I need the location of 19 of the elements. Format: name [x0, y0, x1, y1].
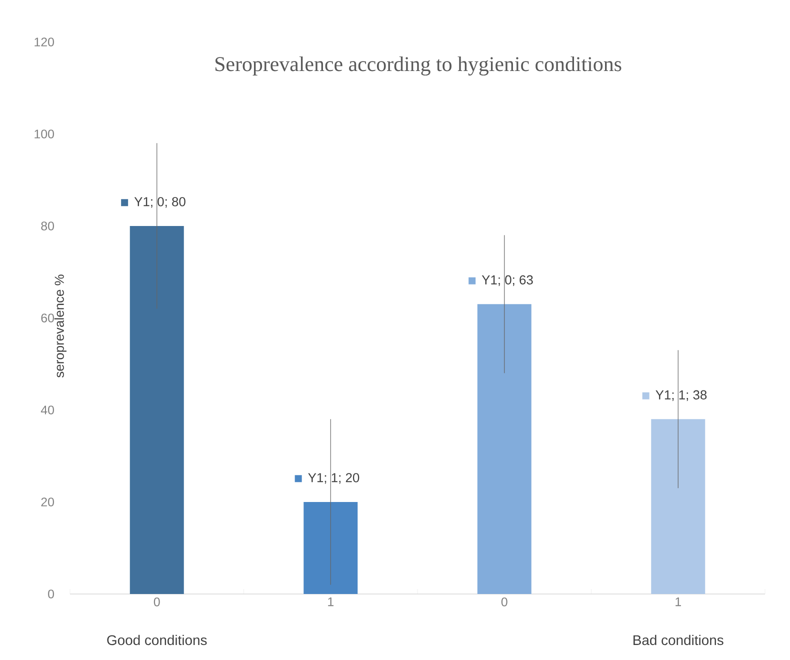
text: Bad conditions — [634, 634, 724, 646]
data-label: Y1; 1; 38 — [656, 390, 707, 401]
y-tick-label: 120 — [34, 38, 54, 46]
x-tick-label: 0 — [501, 598, 508, 606]
x-tick-label: 1 — [328, 598, 334, 606]
y-tick-label: 60 — [41, 314, 54, 322]
y-tick-label: 0 — [48, 590, 54, 598]
y-tick-label: 100 — [34, 130, 54, 138]
data-label: Y1; 0; 80 — [134, 197, 186, 208]
y-tick-label: 40 — [40, 406, 54, 414]
y-axis-title: seroprevalence % — [54, 274, 66, 378]
y-tick-label: 20 — [41, 498, 54, 506]
y-tick-label: 80 — [41, 222, 54, 230]
x-tick-label: 0 — [154, 598, 160, 606]
data-label: Y1; 1; 20 — [308, 473, 360, 484]
text: Seroprevalence according to hygienic conditions — [215, 56, 622, 76]
x-tick-label: 1 — [676, 598, 681, 606]
data-label: Y1; 0; 63 — [482, 275, 533, 286]
text: Good conditions — [107, 634, 207, 646]
